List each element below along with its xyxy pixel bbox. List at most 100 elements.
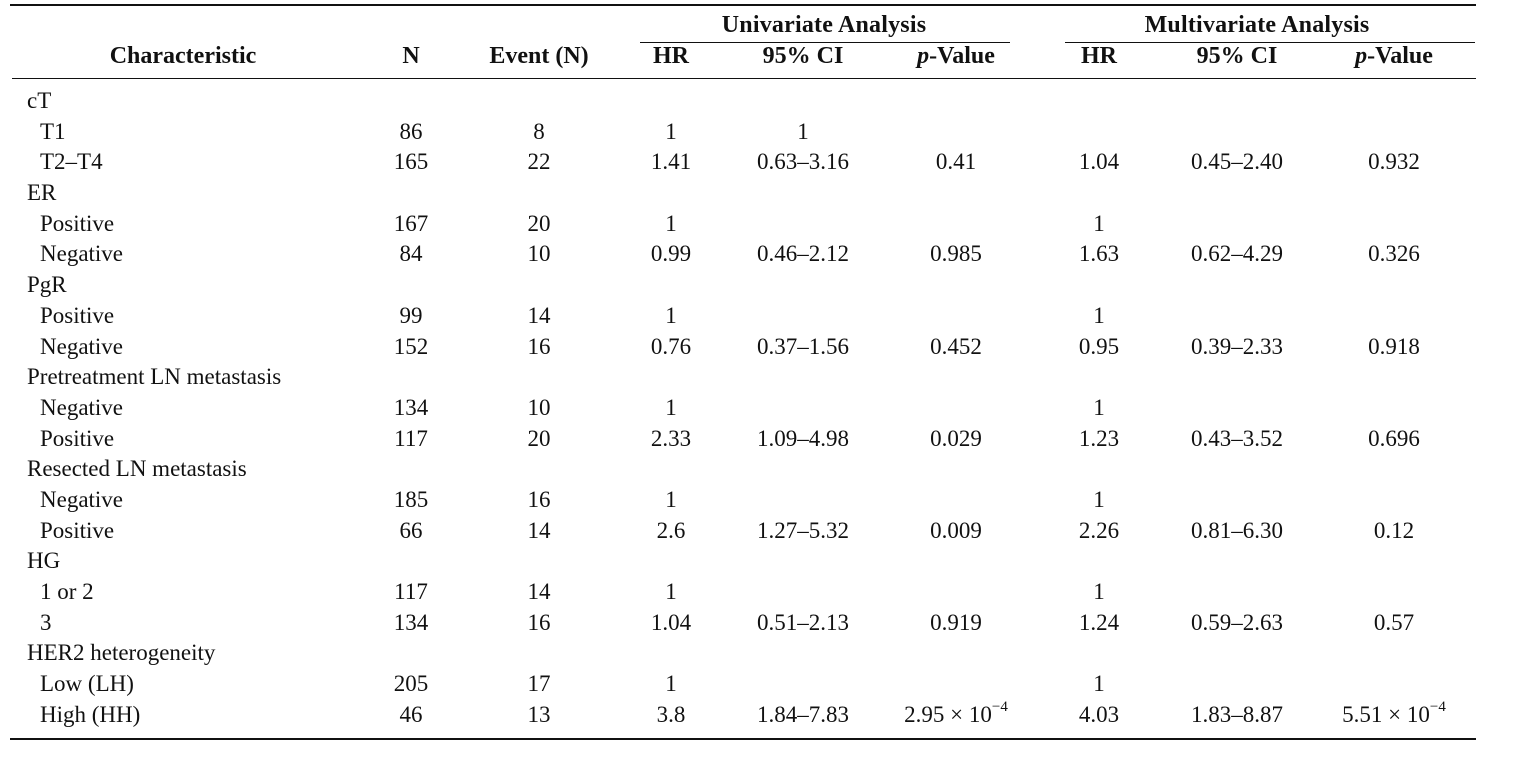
- table-row: Negative 134 10 1 1: [0, 393, 1525, 424]
- cell-event: 10: [527, 394, 551, 420]
- header-univariate-pvalue: p-Value: [917, 43, 995, 70]
- cell-m-hr: 1: [1093, 394, 1105, 420]
- cell-u-hr: 0.76: [650, 333, 692, 359]
- table-body: cT T1 86 8 1 1 T2–T4 165 22 1.41 0.63–3.16 0.41 1.04…: [0, 86, 1525, 730]
- row-label: T2–T4: [40, 149, 103, 175]
- cell-u-hr: 1: [665, 302, 677, 328]
- univariate-underline: [640, 42, 1010, 43]
- pvalue-italic-p: p: [1355, 43, 1368, 69]
- cell-u-p: 0.029: [930, 425, 982, 451]
- cell-n: 134: [393, 394, 429, 420]
- cell-u-p: 0.919: [930, 609, 982, 635]
- cell-u-hr: 1: [665, 394, 677, 420]
- cell-u-hr: 1: [665, 579, 677, 604]
- row-label: Negative: [40, 394, 124, 420]
- cell-event: 14: [527, 579, 551, 604]
- pvalue-mantissa: 2.95 × 10: [904, 701, 992, 727]
- cell-u-ci: 0.63–3.16: [757, 149, 849, 175]
- table-group-row: ER: [0, 178, 1525, 209]
- row-label: Pretreatment LN metastasis: [27, 364, 282, 390]
- cell-event: 16: [527, 609, 551, 635]
- row-label: Positive: [40, 425, 115, 451]
- row-label: 3: [40, 609, 52, 635]
- table-row: Positive 117 20 2.33 1.09–4.98 0.029 1.23 0.43–…: [0, 424, 1525, 455]
- row-label: Negative: [40, 333, 124, 359]
- table-row: T2–T4 165 22 1.41 0.63–3.16 0.41 1.04 0.45–2.40…: [0, 147, 1525, 178]
- table-row: Negative 152 16 0.76 0.37–1.56 0.452 0.95 0.39–…: [0, 332, 1525, 363]
- cell-m-hr: 1: [1093, 210, 1105, 236]
- cell-m-p: 0.918: [1368, 333, 1420, 359]
- cell-m-p: 0.932: [1368, 149, 1420, 175]
- cell-u-hr: 1: [665, 671, 677, 697]
- cell-u-hr: 1.41: [650, 149, 692, 175]
- table-row: Low (LH) 205 17 1 1: [0, 669, 1525, 700]
- cell-m-hr: 2.26: [1078, 517, 1120, 543]
- pvalue-exponent: −4: [991, 699, 1008, 716]
- cell-m-ci: 0.39–2.33: [1191, 333, 1283, 359]
- cell-event: 14: [527, 302, 551, 328]
- row-label: Positive: [40, 517, 115, 543]
- table-row: 1 or 2 117 14 1 1: [0, 577, 1525, 608]
- cell-m-p: 5.51 × 10−4: [1342, 700, 1446, 731]
- cell-event: 14: [527, 517, 551, 543]
- cell-n: 86: [399, 118, 423, 144]
- cell-u-ci: 0.46–2.12: [757, 241, 849, 267]
- cell-event: 13: [527, 701, 551, 727]
- cell-u-hr: 0.99: [650, 241, 692, 267]
- table-group-row: Pretreatment LN metastasis: [0, 362, 1525, 393]
- cell-m-hr: 1: [1093, 579, 1105, 604]
- cell-u-hr: 1.04: [650, 609, 692, 635]
- header-multivariate-pvalue: p-Value: [1355, 43, 1433, 70]
- cell-m-hr: 4.03: [1078, 701, 1120, 727]
- cell-event: 17: [527, 671, 551, 697]
- table-group-row: Resected LN metastasis: [0, 454, 1525, 485]
- cell-m-hr: 1: [1093, 302, 1105, 328]
- row-label: PgR: [27, 272, 67, 298]
- cell-n: 117: [394, 579, 428, 604]
- pvalue-suffix: -Value: [929, 43, 995, 69]
- table-bottom-rule: [10, 738, 1476, 740]
- cell-event: 10: [527, 241, 551, 267]
- cell-m-hr: 1.04: [1078, 149, 1120, 175]
- cell-n: 46: [399, 701, 423, 727]
- row-label: ER: [27, 180, 57, 206]
- cell-event: 16: [527, 486, 551, 512]
- table-group-row: cT: [0, 86, 1525, 117]
- cell-u-ci: 1.09–4.98: [757, 425, 849, 451]
- row-label: Negative: [40, 241, 124, 267]
- cell-u-ci: 1.27–5.32: [757, 517, 849, 543]
- cell-m-ci: 0.59–2.63: [1191, 609, 1283, 635]
- row-label: Low (LH): [40, 671, 134, 697]
- header-event: Event (N): [489, 43, 589, 69]
- row-label: 1 or 2: [40, 579, 94, 604]
- pvalue-suffix: -Value: [1367, 43, 1433, 69]
- cell-m-hr: 0.95: [1078, 333, 1120, 359]
- table-row: Positive 66 14 2.6 1.27–5.32 0.009 2.26 0.81–6.…: [0, 516, 1525, 547]
- table-row: Negative 185 16 1 1: [0, 485, 1525, 516]
- cell-m-hr: 1.24: [1078, 609, 1120, 635]
- cell-n: 165: [393, 149, 429, 175]
- header-n: N: [402, 43, 420, 69]
- cell-n: 152: [393, 333, 429, 359]
- cell-m-hr: 1: [1093, 671, 1105, 697]
- table-row: 3 134 16 1.04 0.51–2.13 0.919 1.24 0.59–2.63 0.5…: [0, 608, 1525, 639]
- header-multivariate-hr: HR: [1081, 43, 1117, 69]
- header-rule: [12, 78, 1476, 80]
- multivariate-underline: [1065, 42, 1475, 43]
- header-characteristic: Characteristic: [109, 43, 257, 69]
- cell-m-ci: 0.43–3.52: [1191, 425, 1283, 451]
- cell-u-ci: 1: [797, 118, 809, 144]
- cell-m-p: 0.696: [1368, 425, 1420, 451]
- row-label: HG: [27, 548, 61, 574]
- table-row: Positive 99 14 1 1: [0, 301, 1525, 332]
- table-group-row: HER2 heterogeneity: [0, 638, 1525, 669]
- table-row: Positive 167 20 1 1: [0, 209, 1525, 240]
- cell-m-ci: 0.62–4.29: [1191, 241, 1283, 267]
- table-row: T1 86 8 1 1: [0, 117, 1525, 148]
- row-label: High (HH): [40, 701, 141, 727]
- cell-n: 117: [394, 425, 428, 451]
- cell-u-ci: 0.51–2.13: [757, 609, 849, 635]
- cell-event: 20: [527, 425, 551, 451]
- cell-u-p: 0.452: [930, 333, 982, 359]
- table-group-row: HG: [0, 546, 1525, 577]
